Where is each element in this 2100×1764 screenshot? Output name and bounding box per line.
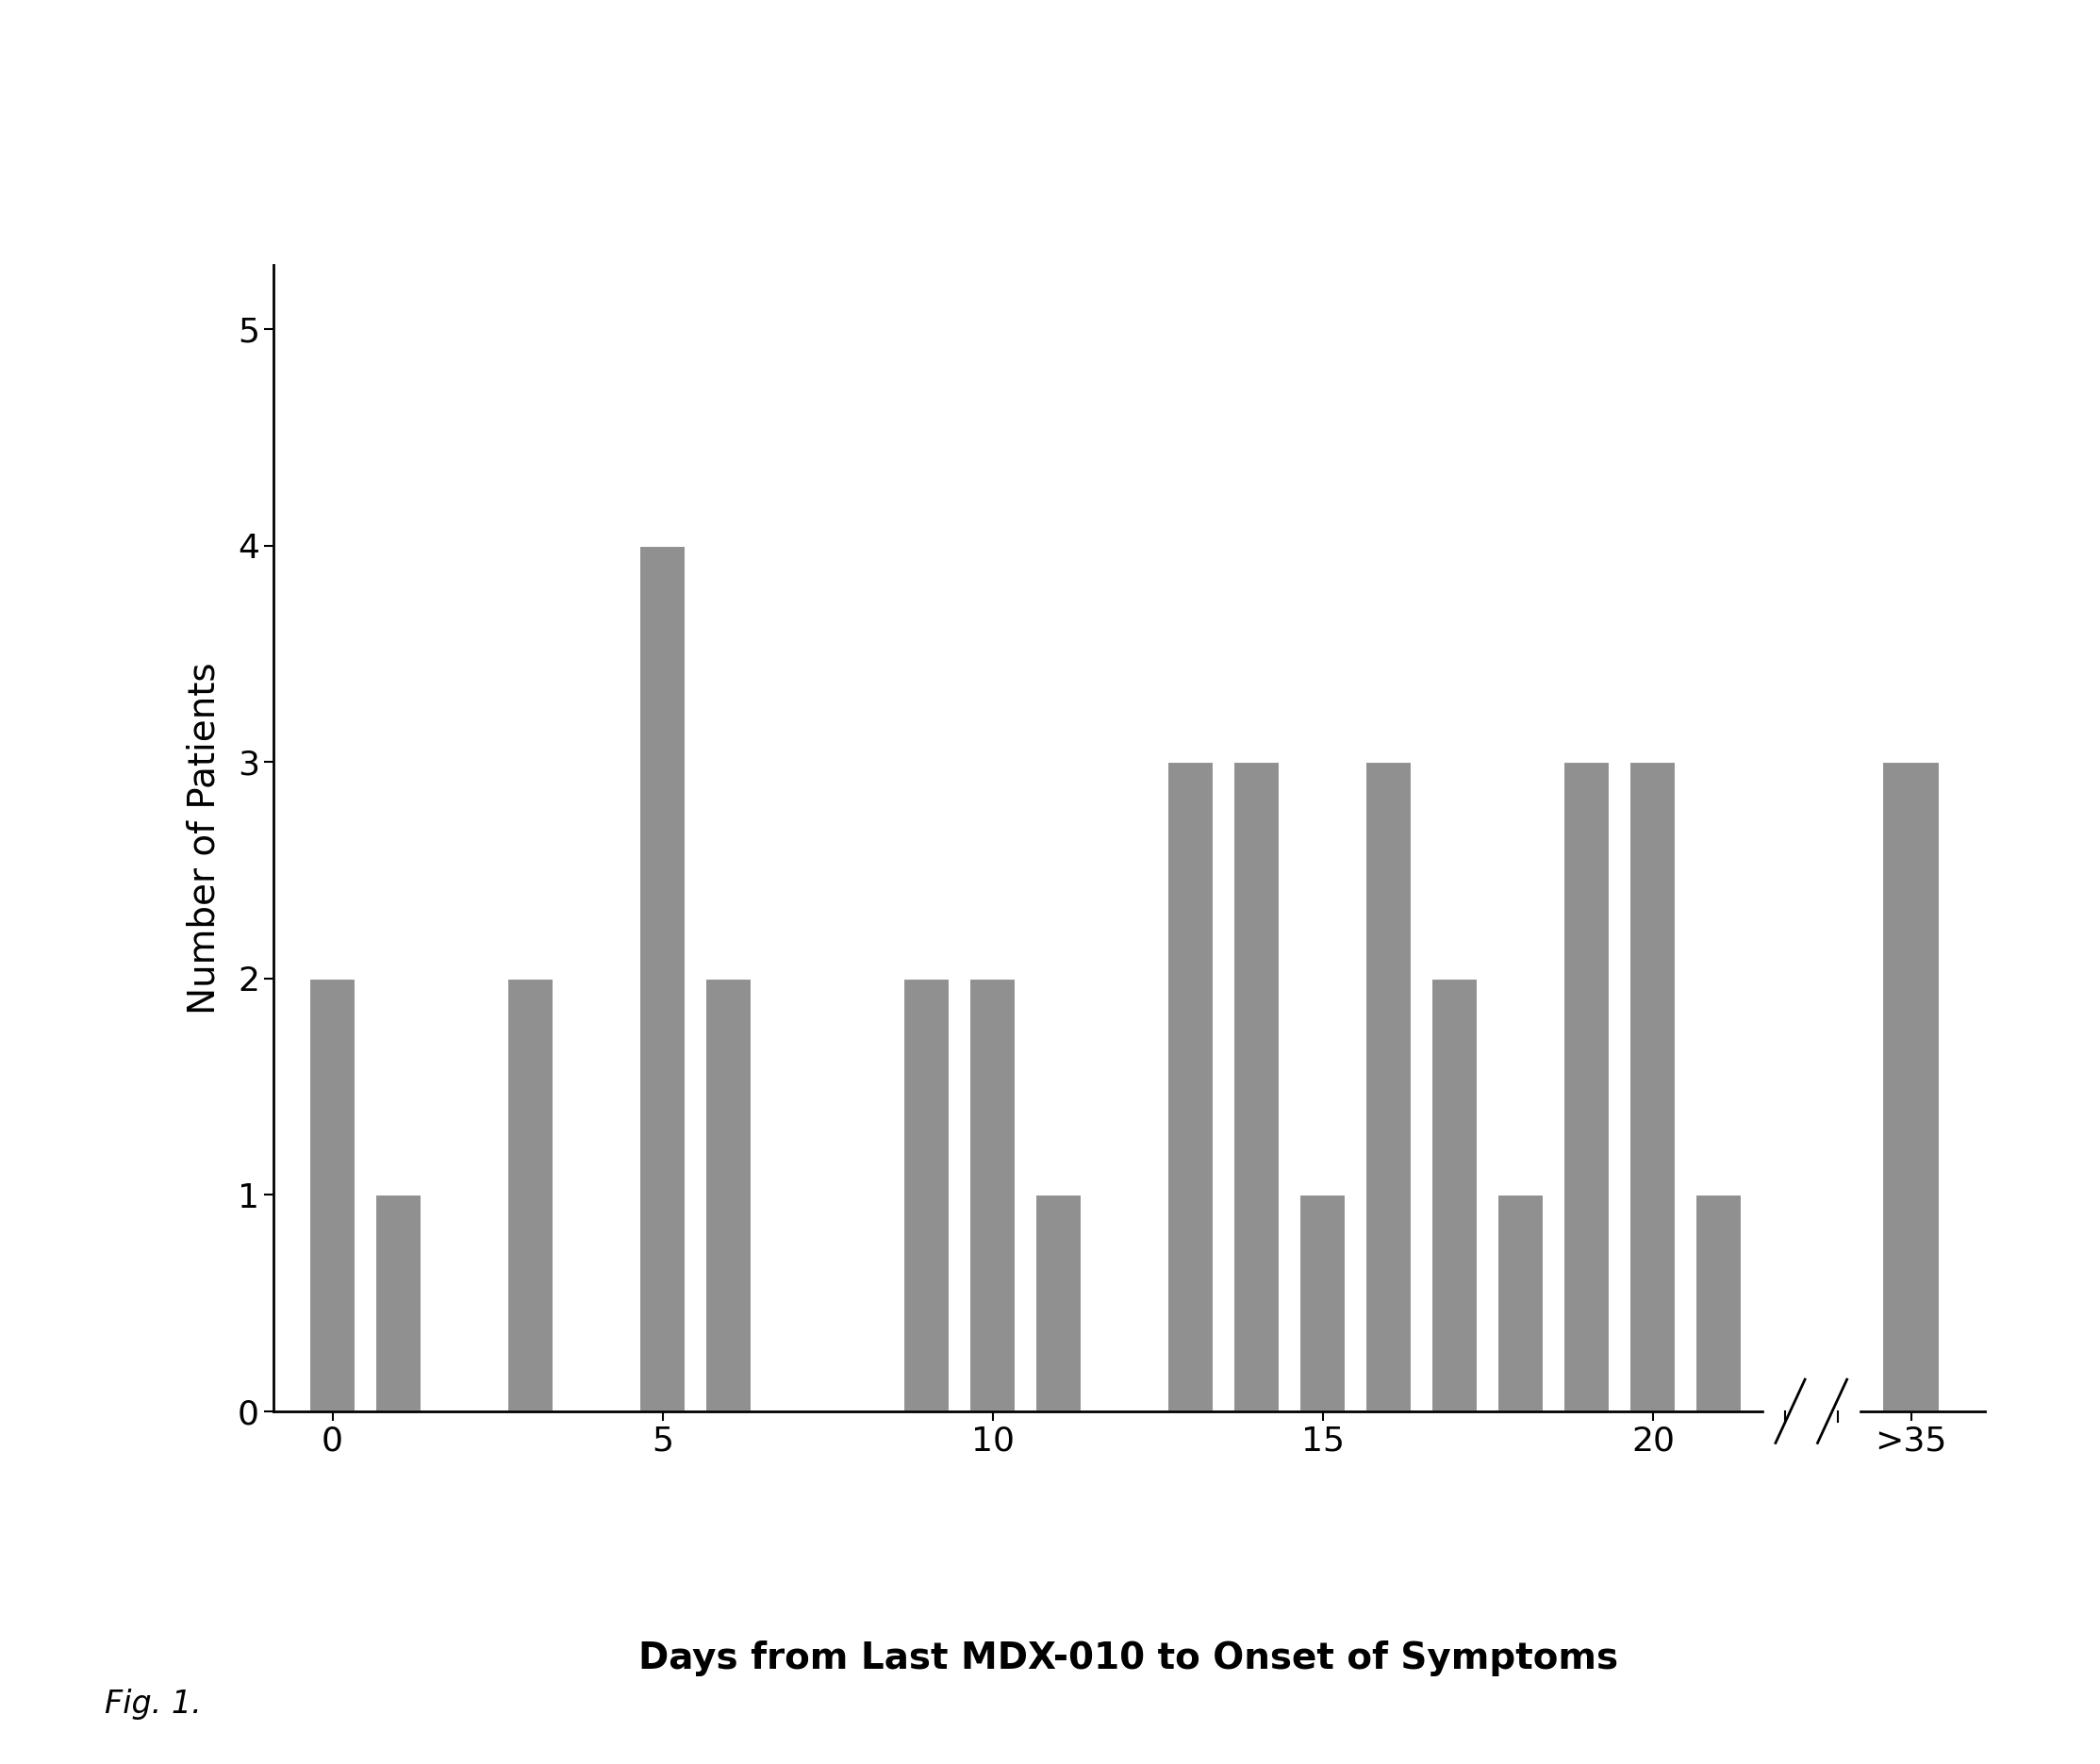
Bar xyxy=(1697,1194,1743,1411)
Bar xyxy=(508,979,554,1411)
Bar xyxy=(1882,762,1940,1411)
Bar xyxy=(1168,762,1214,1411)
Bar xyxy=(706,979,752,1411)
Y-axis label: Number of Patients: Number of Patients xyxy=(187,662,223,1014)
Bar xyxy=(1630,762,1676,1411)
Text: Days from Last MDX-010 to Onset of Symptoms: Days from Last MDX-010 to Onset of Sympt… xyxy=(638,1641,1619,1676)
Bar xyxy=(638,545,687,1411)
Bar xyxy=(1300,1194,1346,1411)
Bar xyxy=(970,979,1016,1411)
Bar xyxy=(1365,762,1411,1411)
Bar xyxy=(1233,762,1279,1411)
Bar xyxy=(1497,1194,1544,1411)
Bar xyxy=(1432,979,1478,1411)
Bar xyxy=(376,1194,422,1411)
Bar xyxy=(903,979,949,1411)
Text: Fig. 1.: Fig. 1. xyxy=(105,1688,202,1720)
Bar xyxy=(1564,762,1611,1411)
Bar xyxy=(1035,1194,1082,1411)
Bar xyxy=(309,979,355,1411)
